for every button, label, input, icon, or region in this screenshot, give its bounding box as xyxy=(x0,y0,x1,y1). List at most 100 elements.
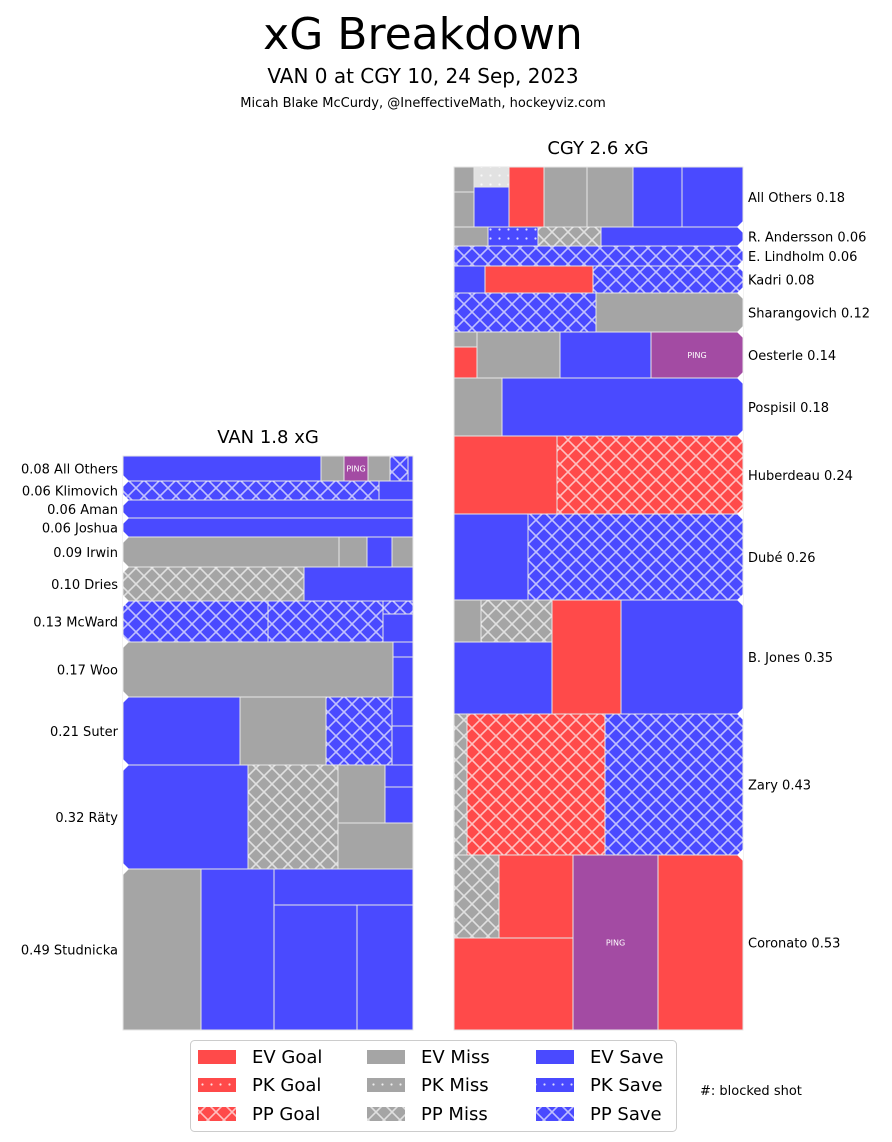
legend-label: PK Save xyxy=(590,1075,663,1096)
pp-hatch xyxy=(123,601,268,642)
shot-rect xyxy=(600,226,744,247)
pp-hatch xyxy=(390,456,408,481)
player-block-e-lindholm-0-06: E. Lindholm 0.06 xyxy=(453,240,857,267)
shot-ev-save xyxy=(273,904,358,1031)
shot-pp-save xyxy=(592,265,744,294)
shot-rect xyxy=(337,822,414,870)
shot-ev-save xyxy=(620,599,744,715)
player-label: 0.06 Aman xyxy=(47,503,118,518)
legend-label: PP Save xyxy=(590,1104,662,1125)
chart-subtitle: VAN 0 at CGY 10, 24 Sep, 2023 xyxy=(267,64,578,88)
legend-hatch xyxy=(367,1107,405,1121)
player-block-0-21-suter: 0.21 Suter xyxy=(50,691,414,766)
legend-label: EV Miss xyxy=(421,1047,490,1068)
shot-rect xyxy=(453,226,489,247)
pp-hatch xyxy=(454,855,499,938)
shot-ev-save xyxy=(303,566,414,602)
shot-ev-save xyxy=(392,641,414,658)
legend-hatch xyxy=(198,1107,236,1121)
player-label: Dubé 0.26 xyxy=(748,551,816,566)
row-notch xyxy=(737,430,743,442)
row-notch xyxy=(123,561,129,573)
shot-ev-goal xyxy=(484,265,594,294)
shot-rect xyxy=(122,868,202,1031)
player-block-0-49-studnicka: 0.49 Studnicka xyxy=(21,863,414,1031)
legend-item-pk-save: PK Save xyxy=(536,1075,663,1096)
shot-pp-miss xyxy=(453,854,500,939)
shot-ev-save xyxy=(392,656,414,698)
shot-rect xyxy=(384,764,414,788)
pp-hatch xyxy=(538,227,601,246)
row-notch xyxy=(123,531,129,543)
player-block-r-andersson-0-06: R. Andersson 0.06 xyxy=(453,221,866,247)
legend-label: PK Miss xyxy=(421,1075,489,1096)
player-block-0-17-woo: 0.17 Woo xyxy=(57,636,414,698)
shot-pk-miss xyxy=(473,166,510,188)
shot-ev-goal xyxy=(498,854,574,939)
shot-rect xyxy=(366,536,393,568)
shot-ev-save xyxy=(391,725,414,766)
shot-ev-miss xyxy=(453,166,475,193)
player-label: 0.21 Suter xyxy=(50,725,119,740)
player-block-b-jones-0-35: B. Jones 0.35 xyxy=(453,594,833,715)
player-label: B. Jones 0.35 xyxy=(748,651,833,666)
shot-rect xyxy=(473,186,510,228)
shot-ev-save xyxy=(407,455,414,482)
shot-ev-save xyxy=(559,331,652,379)
shot-rect xyxy=(122,455,322,482)
pp-hatch xyxy=(528,514,743,600)
shot-rect xyxy=(122,499,414,519)
chart-credit: Micah Blake McCurdy, @IneffectiveMath, h… xyxy=(240,96,606,111)
player-label: Kadri 0.08 xyxy=(748,274,815,289)
row-notch xyxy=(737,260,743,272)
shot-ev-save xyxy=(453,513,529,601)
shot-rect xyxy=(453,435,558,515)
shot-ev-miss xyxy=(476,331,561,379)
shot-ev-miss xyxy=(320,455,345,482)
shot-ev-save xyxy=(122,764,249,870)
shot-rect xyxy=(453,346,478,379)
shot-pp-save xyxy=(122,600,269,643)
legend-hatch xyxy=(536,1107,574,1121)
pp-hatch xyxy=(605,714,743,855)
shot-rect xyxy=(378,480,414,501)
shot-ev-save xyxy=(122,455,322,482)
shot-pp-miss xyxy=(480,599,553,643)
shot-pp-miss xyxy=(247,764,339,870)
shot-rect xyxy=(508,166,545,228)
shot-ping: PING xyxy=(343,455,369,482)
shot-ev-goal xyxy=(657,854,744,1031)
shot-rect xyxy=(122,764,249,870)
shot-ev-miss xyxy=(453,191,475,228)
shot-pk-save xyxy=(487,226,539,247)
shot-rect xyxy=(384,786,414,824)
ping-label: PING xyxy=(346,465,365,474)
shot-pp-save xyxy=(325,696,393,766)
player-label: Pospisil 0.18 xyxy=(748,401,829,416)
ping-label: PING xyxy=(606,939,625,948)
legend-item-pp-save: PP Save xyxy=(536,1104,662,1125)
shot-ev-goal xyxy=(453,346,478,379)
row-notch xyxy=(737,287,743,299)
row-notch xyxy=(737,372,743,384)
chart-title: xG Breakdown xyxy=(263,9,583,60)
shot-ping: PING xyxy=(650,331,744,379)
shot-ev-save xyxy=(122,696,241,766)
shot-rect xyxy=(572,854,659,1031)
shot-ev-miss xyxy=(367,455,391,482)
pp-hatch xyxy=(467,714,605,855)
player-block-0-32-r-ty: 0.32 Räty xyxy=(55,759,414,870)
legend-label: PP Goal xyxy=(252,1104,320,1125)
pk-dots xyxy=(474,167,509,187)
shot-ev-save xyxy=(273,868,414,906)
player-label: R. Andersson 0.06 xyxy=(748,231,866,246)
shot-ev-miss xyxy=(391,536,414,568)
shot-ev-miss xyxy=(239,696,327,766)
shot-rect xyxy=(484,265,594,294)
shot-ev-save xyxy=(366,536,393,568)
row-notch xyxy=(123,691,129,703)
shot-rect xyxy=(650,331,744,379)
player-block-pospisil-0-18: Pospisil 0.18 xyxy=(453,372,829,437)
pp-hatch xyxy=(383,601,413,614)
